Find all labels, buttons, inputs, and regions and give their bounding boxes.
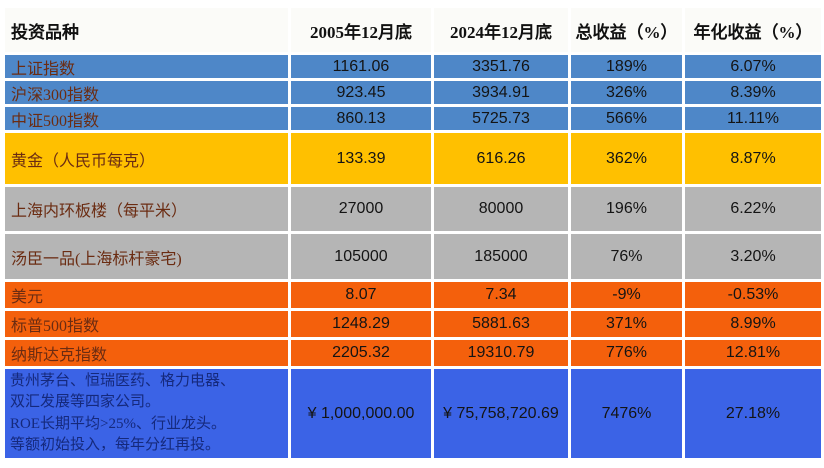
value-2005: ¥ 1,000,000.00 [291, 369, 431, 458]
table-row-nasdaq-index: 纳斯达克指数 2205.32 19310.79 776% 12.81% [5, 340, 821, 366]
value-2024: 5725.73 [434, 107, 568, 130]
value-2024: 80000 [434, 187, 568, 231]
value-total-return: 76% [571, 234, 682, 279]
table-row-csi500-index: 中证500指数 860.13 5725.73 566% 11.11% [5, 107, 821, 130]
value-2024: 5881.63 [434, 311, 568, 337]
header-total-return: 总收益（%） [571, 8, 682, 52]
value-annualized-return: 8.87% [685, 133, 821, 184]
value-annualized-return: 27.18% [685, 369, 821, 458]
value-2005: 105000 [291, 234, 431, 279]
row-label: 汤臣一品(上海标杆豪宅) [5, 234, 288, 279]
value-total-return: 776% [571, 340, 682, 366]
table-row-tomson-riviera: 汤臣一品(上海标杆豪宅) 105000 185000 76% 3.20% [5, 234, 821, 279]
value-annualized-return: 8.39% [685, 81, 821, 104]
investment-comparison-table: 投资品种 2005年12月底 2024年12月底 总收益（%） 年化收益（%） … [5, 8, 821, 461]
value-total-return: 362% [571, 133, 682, 184]
portfolio-line-4: 等额初始投入，每年分红再投。 [10, 436, 221, 453]
value-2005: 860.13 [291, 107, 431, 130]
row-label: 中证500指数 [5, 107, 288, 130]
value-2024: 3934.91 [434, 81, 568, 104]
portfolio-line-1: 贵州茅台、恒瑞医药、格力电器、 [10, 372, 236, 389]
value-2005: 27000 [291, 187, 431, 231]
portfolio-line-3: ROE长期平均>25%、行业龙头。 [10, 415, 226, 432]
value-annualized-return: 12.81% [685, 340, 821, 366]
value-2005: 1161.06 [291, 55, 431, 78]
value-total-return: 371% [571, 311, 682, 337]
value-total-return: 7476% [571, 369, 682, 458]
value-annualized-return: -0.53% [685, 282, 821, 308]
value-total-return: 326% [571, 81, 682, 104]
row-label-multiline: 贵州茅台、恒瑞医药、格力电器、 双汇发展等四家公司。 ROE长期平均>25%、行… [5, 369, 288, 458]
value-annualized-return: 3.20% [685, 234, 821, 279]
value-2024: 185000 [434, 234, 568, 279]
table-row-shanghai-apartment: 上海内环板楼（每平米） 27000 80000 196% 6.22% [5, 187, 821, 231]
value-2024: 19310.79 [434, 340, 568, 366]
value-total-return: 189% [571, 55, 682, 78]
value-2024: 7.34 [434, 282, 568, 308]
table-row-sse-index: 上证指数 1161.06 3351.76 189% 6.07% [5, 55, 821, 78]
value-annualized-return: 6.07% [685, 55, 821, 78]
value-2005: 1248.29 [291, 311, 431, 337]
value-annualized-return: 8.99% [685, 311, 821, 337]
row-label: 上海内环板楼（每平米） [5, 187, 288, 231]
header-2005: 2005年12月底 [291, 8, 431, 52]
table-row-csi300-index: 沪深300指数 923.45 3934.91 326% 8.39% [5, 81, 821, 104]
value-total-return: 196% [571, 187, 682, 231]
value-2005: 923.45 [291, 81, 431, 104]
value-annualized-return: 11.11% [685, 107, 821, 130]
row-label: 美元 [5, 282, 288, 308]
row-label: 上证指数 [5, 55, 288, 78]
table-row-usd: 美元 8.07 7.34 -9% -0.53% [5, 282, 821, 308]
row-label: 纳斯达克指数 [5, 340, 288, 366]
row-label: 黄金（人民币每克） [5, 133, 288, 184]
header-investment-type: 投资品种 [5, 8, 288, 52]
value-total-return: 566% [571, 107, 682, 130]
row-label: 沪深300指数 [5, 81, 288, 104]
value-2005: 2205.32 [291, 340, 431, 366]
value-2024: 3351.76 [434, 55, 568, 78]
table-row-sp500-index: 标普500指数 1248.29 5881.63 371% 8.99% [5, 311, 821, 337]
value-2005: 8.07 [291, 282, 431, 308]
row-label: 标普500指数 [5, 311, 288, 337]
table-row-gold: 黄金（人民币每克） 133.39 616.26 362% 8.87% [5, 133, 821, 184]
table-header-row: 投资品种 2005年12月底 2024年12月底 总收益（%） 年化收益（%） [5, 8, 821, 52]
header-2024: 2024年12月底 [434, 8, 568, 52]
portfolio-line-2: 双汇发展等四家公司。 [10, 394, 161, 411]
value-2005: 133.39 [291, 133, 431, 184]
value-annualized-return: 6.22% [685, 187, 821, 231]
value-total-return: -9% [571, 282, 682, 308]
header-annualized-return: 年化收益（%） [685, 8, 821, 52]
value-2024: 616.26 [434, 133, 568, 184]
value-2024: ¥ 75,758,720.69 [434, 369, 568, 458]
table-row-stock-portfolio: 贵州茅台、恒瑞医药、格力电器、 双汇发展等四家公司。 ROE长期平均>25%、行… [5, 369, 821, 458]
